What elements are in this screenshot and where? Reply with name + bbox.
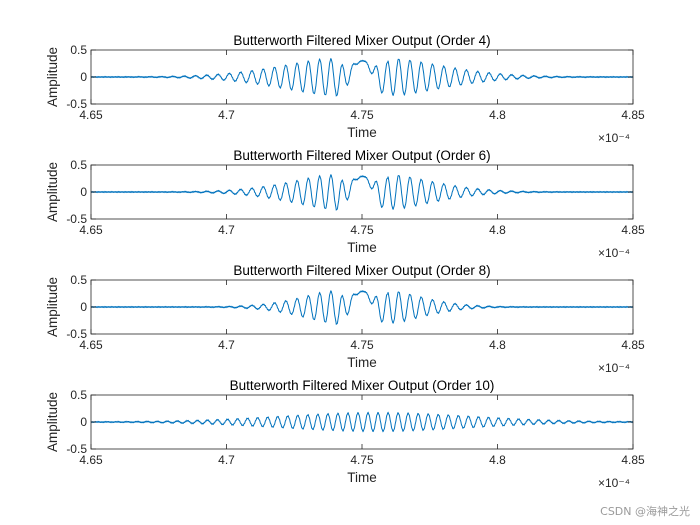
- series-line-3: [90, 290, 634, 326]
- x-axis-label: Time: [347, 355, 377, 370]
- y-axis-label: Amplitude: [45, 392, 60, 452]
- y-tick-label: 0: [80, 415, 87, 429]
- y-tick-label: 0: [80, 300, 87, 314]
- y-tick-label: -0.5: [66, 327, 87, 341]
- x-tick-label: 4.75: [350, 223, 374, 237]
- series-line-1: [90, 57, 634, 97]
- y-tick-label: 0.5: [70, 388, 87, 402]
- y-tick-label: 0.5: [70, 158, 87, 172]
- x-tick-label: 4.85: [621, 223, 645, 237]
- y-axis-label: Amplitude: [45, 277, 60, 337]
- x-tick-label: 4.85: [621, 453, 645, 467]
- x-tick-label: 4.75: [350, 108, 374, 122]
- x-tick-label: 4.75: [350, 453, 374, 467]
- x-tick-label: 4.7: [218, 108, 235, 122]
- x-axis-label: Time: [347, 470, 377, 485]
- series-line-4: [90, 411, 634, 433]
- chart-title-1: Butterworth Filtered Mixer Output (Order…: [233, 33, 490, 48]
- y-tick-label: 0.5: [70, 43, 87, 57]
- y-axis-label: Amplitude: [45, 162, 60, 222]
- y-tick-label: -0.5: [66, 97, 87, 111]
- y-tick-label: -0.5: [66, 442, 87, 456]
- x-tick-label: 4.65: [79, 223, 103, 237]
- series-line-2: [90, 174, 634, 211]
- x-tick-label: 4.85: [621, 338, 645, 352]
- watermark: CSDN @海神之光: [600, 505, 690, 518]
- x-tick-label: 4.8: [489, 108, 506, 122]
- x-axis-label: Time: [347, 240, 377, 255]
- y-tick-label: -0.5: [66, 212, 87, 226]
- x-axis-label: Time: [347, 125, 377, 140]
- x-tick-label: 4.65: [79, 453, 103, 467]
- y-tick-label: 0: [80, 70, 87, 84]
- x-exponent-label: ×10⁻⁴: [598, 361, 630, 375]
- chart-title-3: Butterworth Filtered Mixer Output (Order…: [233, 263, 490, 278]
- x-tick-label: 4.7: [218, 338, 235, 352]
- x-tick-label: 4.8: [489, 338, 506, 352]
- x-tick-label: 4.65: [79, 108, 103, 122]
- y-axis-label: Amplitude: [45, 47, 60, 107]
- chart-title-4: Butterworth Filtered Mixer Output (Order…: [230, 378, 495, 393]
- chart-title-2: Butterworth Filtered Mixer Output (Order…: [233, 148, 490, 163]
- x-tick-label: 4.7: [218, 223, 235, 237]
- x-exponent-label: ×10⁻⁴: [598, 131, 630, 145]
- x-tick-label: 4.65: [79, 338, 103, 352]
- x-exponent-label: ×10⁻⁴: [598, 246, 630, 260]
- x-tick-label: 4.8: [489, 223, 506, 237]
- x-tick-label: 4.75: [350, 338, 374, 352]
- x-tick-label: 4.8: [489, 453, 506, 467]
- x-tick-label: 4.85: [621, 108, 645, 122]
- x-tick-label: 4.7: [218, 453, 235, 467]
- y-tick-label: 0.5: [70, 273, 87, 287]
- x-exponent-label: ×10⁻⁴: [598, 476, 630, 490]
- y-tick-label: 0: [80, 185, 87, 199]
